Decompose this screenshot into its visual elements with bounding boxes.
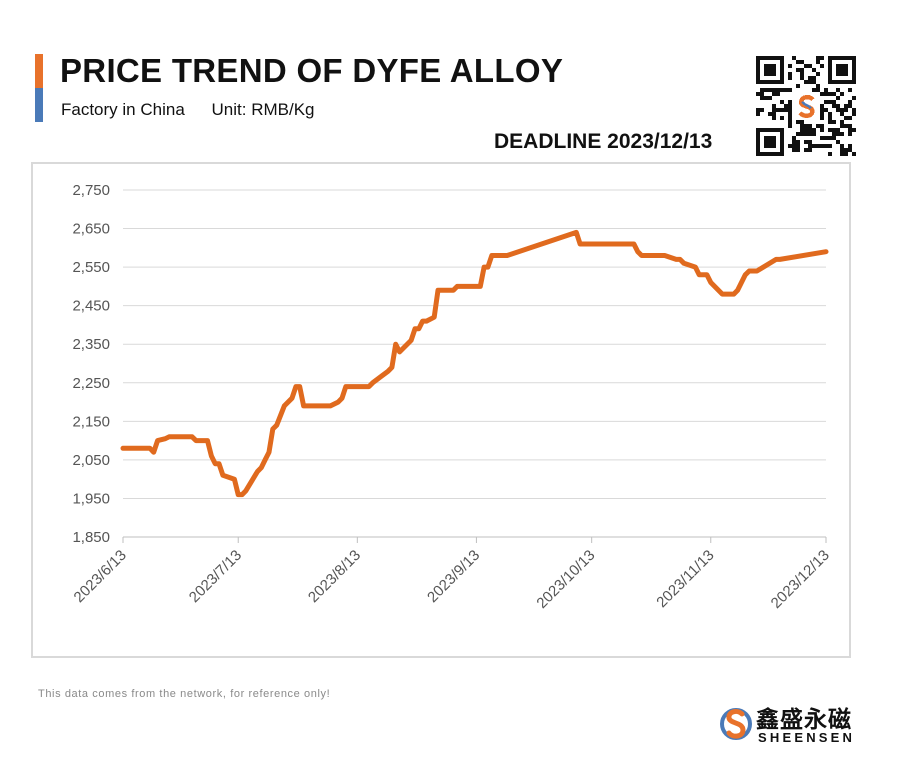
deadline-label: DEADLINE 2023/12/13 xyxy=(494,130,713,153)
sheensen-logo-icon xyxy=(720,708,752,740)
title-accent-bar xyxy=(35,54,43,122)
x-tick-label: 2023/7/13 xyxy=(186,547,245,606)
subtitle-unit: Unit: RMB/Kg xyxy=(211,100,315,119)
y-tick-label: 2,450 xyxy=(72,298,110,315)
qr-code-icon xyxy=(756,56,856,156)
subtitle-factory: Factory in China xyxy=(61,100,185,119)
title-accent-orange xyxy=(35,54,43,88)
y-tick-label: 2,150 xyxy=(72,413,110,430)
chart-frame xyxy=(31,162,851,658)
title-accent-blue xyxy=(35,88,43,122)
y-tick-label: 2,650 xyxy=(72,221,110,238)
y-tick-label: 1,950 xyxy=(72,490,110,507)
brand-name-cn: 鑫盛永磁 xyxy=(756,707,852,733)
price-series-line xyxy=(120,229,829,498)
y-tick-label: 2,550 xyxy=(72,259,110,276)
x-tick-label: 2023/9/13 xyxy=(424,547,483,606)
x-tick-label: 2023/12/13 xyxy=(768,547,833,612)
x-tick-label: 2023/6/13 xyxy=(71,547,130,606)
x-tick-label: 2023/8/13 xyxy=(305,547,364,606)
y-tick-label: 1,850 xyxy=(72,529,110,546)
x-tick-label: 2023/11/13 xyxy=(653,547,717,611)
page-title: PRICE TREND OF DYFE ALLOY xyxy=(60,52,564,89)
y-tick-label: 2,050 xyxy=(72,452,110,469)
brand-name-en: SHEENSEN xyxy=(758,730,856,745)
y-tick-label: 2,250 xyxy=(72,375,110,392)
footnote: This data comes from the network, for re… xyxy=(38,688,331,700)
y-tick-label: 2,350 xyxy=(72,336,110,353)
x-tick-label: 2023/10/13 xyxy=(533,547,598,612)
y-tick-label: 2,750 xyxy=(72,182,110,199)
subtitle: Factory in China Unit: RMB/Kg xyxy=(61,100,315,120)
